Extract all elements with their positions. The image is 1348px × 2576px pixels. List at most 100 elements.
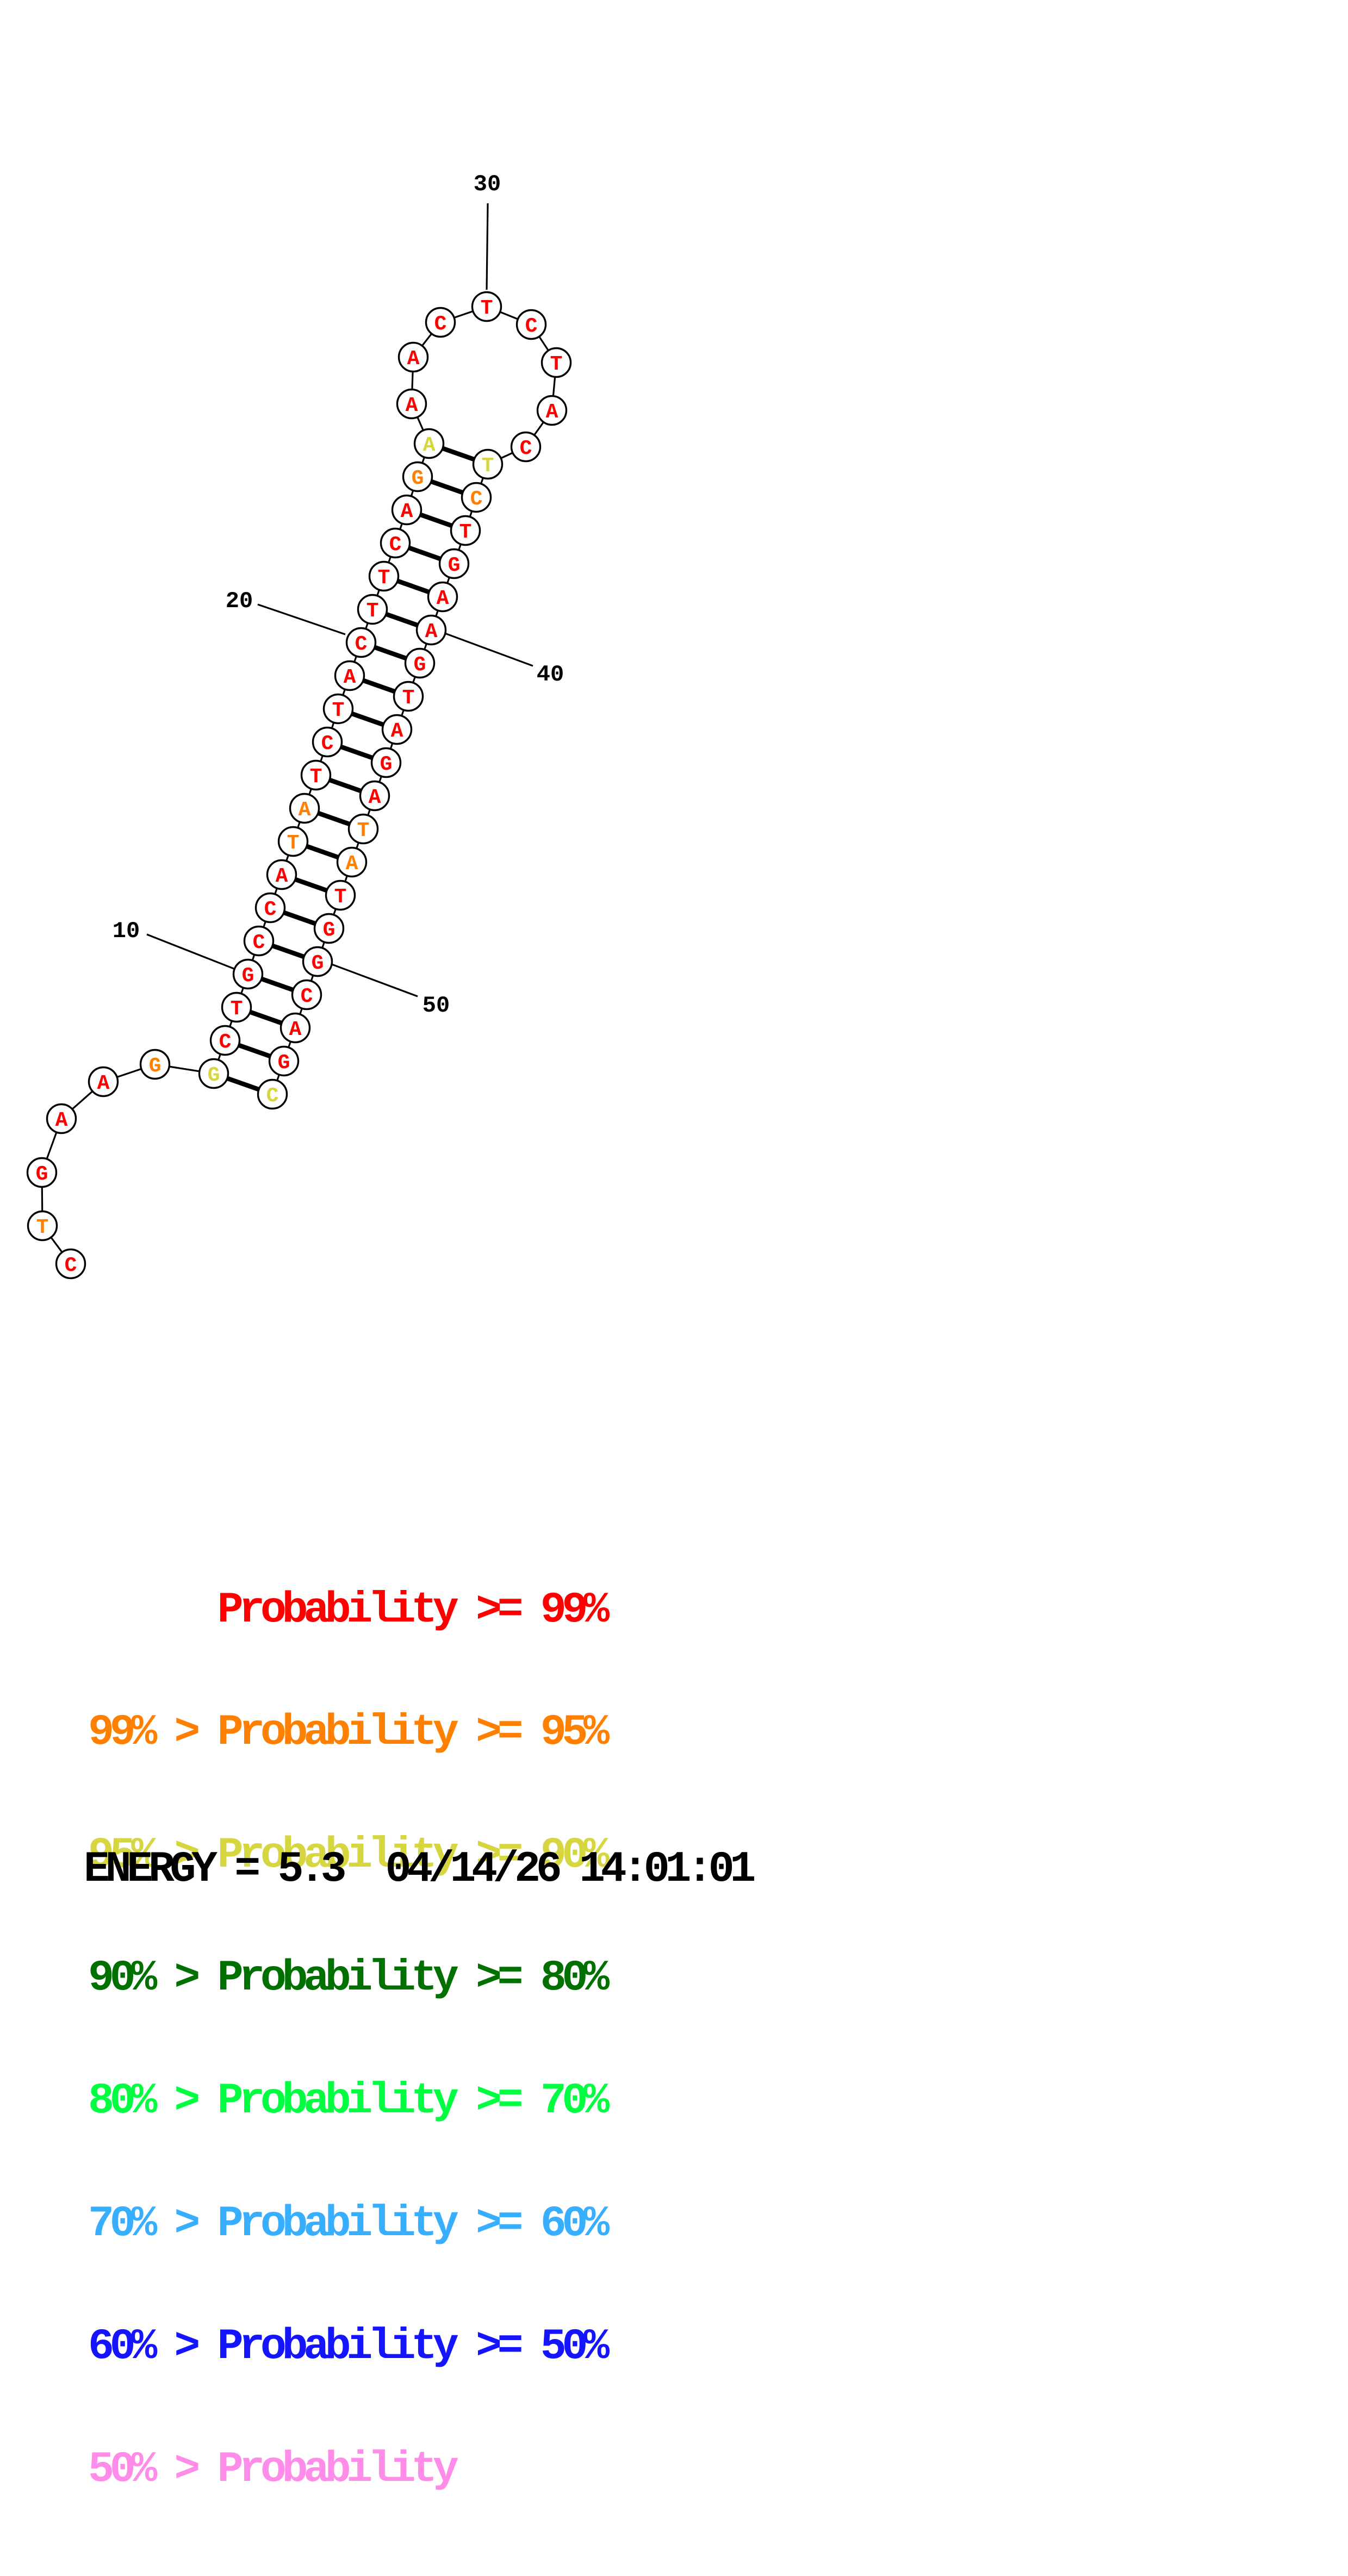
nucleotide-base: A: [289, 1018, 302, 1041]
nucleotide-base: C: [219, 1031, 232, 1054]
nucleotide-circle: [27, 1210, 58, 1242]
nucleotide-circle: [359, 780, 390, 812]
nucleotide-circle: [536, 395, 568, 426]
nucleotide-circle: [347, 813, 379, 845]
nucleotide-circle: [461, 482, 492, 513]
nucleotide-circle: [289, 793, 320, 824]
nucleotide-base: A: [97, 1072, 110, 1095]
nucleotide-circle: [232, 958, 264, 990]
nucleotide-base: A: [546, 401, 558, 424]
nucleotide-base: A: [299, 799, 311, 822]
energy-timestamp-line: ENERGY = 5.3 04/14/26 14:01:01: [84, 1845, 756, 1894]
nucleotide-circle: [396, 388, 427, 420]
legend-line: 80% > Probability >= 70%: [88, 2076, 610, 2126]
nucleotide-circle: [357, 594, 388, 625]
nucleotide-circle: [221, 991, 252, 1023]
nucleotide-circle: [209, 1025, 241, 1056]
nucleotide-circle: [254, 892, 286, 924]
nucleotide-base: G: [412, 467, 424, 490]
nucleotide-base: C: [389, 533, 402, 557]
nucleotide-circle: [312, 726, 343, 758]
nucleotide-base: T: [550, 353, 563, 376]
nucleotide-circle: [450, 515, 481, 546]
legend-line: 70% > Probability >= 60%: [88, 2199, 610, 2249]
nucleotide-circle: [325, 880, 356, 911]
legend-line: Probability >= 99%: [88, 1585, 610, 1635]
nucleotide-circle: [415, 614, 447, 646]
nucleotide-circle: [402, 461, 433, 492]
nucleotide-base: T: [482, 454, 494, 478]
nucleotide-base: T: [36, 1216, 49, 1239]
number-tick-line: [146, 933, 234, 970]
sequence-number-label: 50: [423, 993, 450, 1019]
nucleotide-base: T: [332, 699, 345, 722]
nucleotide-base: A: [344, 666, 356, 689]
legend-line: 99% > Probability >= 95%: [88, 1708, 610, 1758]
nucleotide-base: C: [264, 898, 277, 921]
sequence-number-label: 20: [226, 588, 253, 614]
nucleotide-base: C: [65, 1254, 77, 1277]
nucleotide-circle: [425, 307, 456, 338]
nucleotide-circle: [515, 309, 547, 340]
number-tick-line: [257, 603, 346, 635]
nucleotide-base: A: [276, 865, 288, 888]
nucleotide-base: A: [407, 347, 420, 371]
nucleotide-circle: [243, 925, 275, 957]
nucleotide-circle: [277, 826, 309, 857]
nucleotide-base: T: [366, 600, 379, 623]
nucleotide-circle: [404, 647, 436, 679]
nucleotide-circle: [300, 759, 332, 791]
nucleotide-base: G: [312, 952, 324, 975]
nucleotide-base: C: [470, 488, 483, 511]
nucleotide-base: A: [423, 434, 436, 457]
nucleotide-base: A: [401, 500, 413, 523]
nucleotide-circle: [413, 428, 445, 459]
nucleotide-circle: [345, 627, 377, 658]
nucleotide-circle: [438, 548, 470, 579]
number-tick-line: [331, 963, 418, 997]
nucleotide-base: G: [414, 653, 426, 677]
number-label-layer: 30 20 40 10 50: [113, 171, 564, 1019]
legend-line: 60% > Probability >= 50%: [88, 2322, 610, 2372]
legend-line: 50% > Probability: [88, 2444, 459, 2494]
nucleotide-base: T: [481, 297, 493, 320]
legend-line: 90% > Probability >= 80%: [88, 1954, 610, 2004]
nucleotide-circle: [268, 1045, 300, 1077]
nucleotide-circle: [139, 1049, 171, 1080]
nucleotide-base: C: [520, 437, 532, 460]
nucleotide-circle: [322, 693, 354, 725]
nucleotide-base: C: [434, 313, 447, 336]
nucleotide-circle: [266, 859, 297, 890]
nucleotide-circle: [55, 1248, 86, 1280]
nucleotide-circle: [510, 431, 542, 463]
nucleotide-circle: [541, 347, 572, 378]
nucleotide-base: A: [55, 1109, 68, 1132]
nucleotide-base: G: [208, 1064, 220, 1087]
nucleotide-base: A: [369, 786, 381, 809]
nucleotide-base: C: [253, 931, 265, 955]
tick-layer: [146, 203, 533, 997]
nucleotide-base: G: [380, 753, 393, 776]
nucleotide-circle: [313, 913, 345, 944]
nucleotide-circle: [46, 1103, 77, 1134]
sequence-number-label: 10: [113, 918, 140, 944]
backbone-layer: [41, 305, 557, 1264]
nucleotide-circle: [302, 946, 333, 977]
nucleotide-circle: [198, 1058, 229, 1089]
nucleotide-base: G: [448, 554, 461, 577]
nucleotide-circle: [393, 681, 424, 712]
nucleotide-base: T: [310, 765, 322, 789]
nucleotide-circle: [391, 494, 423, 526]
nucleotide-base: T: [231, 997, 243, 1021]
nucleotide-circle: [471, 291, 502, 322]
sequence-number-label: 30: [474, 171, 501, 197]
nucleotide-base: G: [242, 964, 254, 988]
nucleotide-base: T: [357, 819, 370, 843]
number-tick-line: [486, 203, 489, 290]
nucleotide-circle: [88, 1066, 119, 1097]
nucleotide-base: T: [334, 885, 347, 909]
nucleotide-circle: [397, 341, 429, 373]
nucleotide-circle: [334, 660, 365, 691]
